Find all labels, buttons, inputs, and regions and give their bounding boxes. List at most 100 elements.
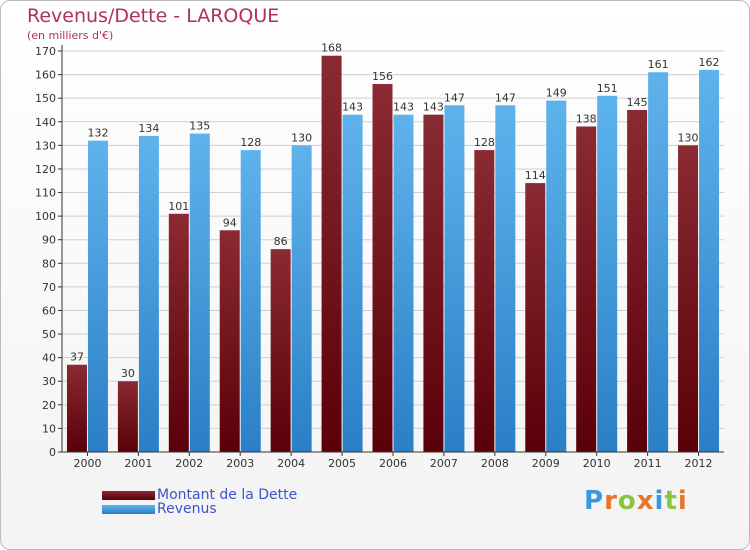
bar-dette [270, 249, 291, 452]
y-tick-label: 100 [35, 210, 56, 223]
y-tick-label: 160 [35, 69, 56, 82]
bar-dette [627, 109, 648, 453]
y-tick-label: 50 [42, 328, 56, 341]
legend-label-dette: Montant de la Dette [157, 487, 298, 503]
bar-dette [321, 55, 342, 452]
x-tick-label: 2003 [226, 457, 254, 470]
x-tick-label: 2011 [634, 457, 662, 470]
bar-dette [168, 213, 189, 452]
data-label: 135 [189, 120, 210, 133]
logo-letter: i [654, 486, 665, 516]
bar-dette [576, 126, 597, 452]
bar-revenus [189, 133, 210, 452]
y-tick-label: 120 [35, 163, 56, 176]
bar-dette [117, 381, 138, 452]
y-tick-label: 60 [42, 304, 56, 317]
data-label: 134 [138, 122, 159, 135]
bar-dette [423, 114, 444, 452]
legend-swatch-revenus [102, 504, 155, 514]
logo-letter: o [617, 486, 637, 516]
data-label: 147 [444, 91, 465, 104]
logo-letter: t [664, 486, 678, 516]
logo-letter: P [584, 486, 605, 516]
bar-revenus [444, 105, 465, 453]
data-label: 128 [240, 136, 261, 149]
data-label: 149 [546, 87, 567, 100]
y-tick-label: 140 [35, 116, 56, 129]
y-tick-label: 130 [35, 139, 56, 152]
x-tick-label: 2001 [124, 457, 152, 470]
x-tick-label: 2004 [277, 457, 305, 470]
data-label: 143 [342, 101, 363, 114]
y-tick-label: 20 [42, 399, 56, 412]
legend-item-revenus: Revenus [102, 501, 217, 517]
x-tick-label: 2010 [583, 457, 611, 470]
y-tick-label: 70 [42, 281, 56, 294]
legend-item-dette: Montant de la Dette [102, 487, 297, 503]
data-label: 143 [423, 101, 444, 114]
data-label: 143 [393, 101, 414, 114]
legend-label-revenus: Revenus [157, 501, 217, 517]
y-tick-label: 80 [42, 257, 56, 270]
bar-revenus [546, 100, 567, 453]
x-tick-label: 2005 [328, 457, 356, 470]
x-tick-label: 2000 [73, 457, 101, 470]
y-tick-label: 150 [35, 92, 56, 105]
y-tick-label: 0 [49, 446, 56, 459]
bar-dette [474, 150, 495, 452]
bar-dette [372, 84, 393, 452]
data-label: 161 [648, 58, 669, 71]
data-label: 130 [678, 131, 699, 144]
legend-swatch-dette [102, 490, 155, 500]
data-label: 151 [597, 82, 618, 95]
y-tick-label: 40 [42, 352, 56, 365]
bar-revenus [240, 150, 261, 452]
bar-dette [525, 183, 546, 452]
logo-letter: r [604, 486, 618, 516]
y-tick-label: 30 [42, 375, 56, 388]
y-tick-label: 110 [35, 187, 56, 200]
data-label: 101 [168, 200, 189, 213]
data-label: 156 [372, 70, 393, 83]
data-label: 132 [87, 127, 108, 140]
bar-revenus [87, 140, 108, 452]
x-tick-label: 2012 [685, 457, 713, 470]
x-tick-label: 2002 [175, 457, 203, 470]
logo-letter: x [636, 486, 655, 516]
data-label: 147 [495, 91, 516, 104]
data-label: 86 [274, 235, 288, 248]
bar-revenus [648, 72, 669, 453]
bar-revenus [342, 114, 363, 452]
data-label: 138 [576, 112, 597, 125]
data-label: 37 [70, 351, 84, 364]
data-label: 114 [525, 169, 546, 182]
data-label: 162 [699, 56, 720, 69]
x-tick-label: 2009 [532, 457, 560, 470]
chart-title: Revenus/Dette - LAROQUE [27, 5, 280, 27]
y-tick-label: 10 [42, 422, 56, 435]
bar-revenus [495, 105, 516, 453]
data-label: 145 [627, 96, 648, 109]
y-tick-label: 170 [35, 45, 56, 58]
bar-dette [66, 364, 87, 452]
bar-dette [219, 230, 240, 452]
data-label: 130 [291, 131, 312, 144]
data-label: 128 [474, 136, 495, 149]
chart-subtitle: (en milliers d'€) [27, 29, 114, 42]
bar-revenus [291, 145, 312, 452]
logo-letter: i [677, 486, 688, 516]
proxiti-logo: Proxiti [584, 486, 688, 516]
y-tick-label: 90 [42, 234, 56, 247]
bar-revenus [699, 69, 720, 452]
x-tick-label: 2007 [430, 457, 458, 470]
data-label: 94 [223, 216, 237, 229]
x-tick-label: 2006 [379, 457, 407, 470]
bar-dette [678, 145, 699, 452]
bar-revenus [393, 114, 414, 452]
data-label: 168 [321, 42, 342, 55]
bar-revenus [138, 135, 159, 452]
data-label: 30 [121, 367, 135, 380]
x-tick-label: 2008 [481, 457, 509, 470]
